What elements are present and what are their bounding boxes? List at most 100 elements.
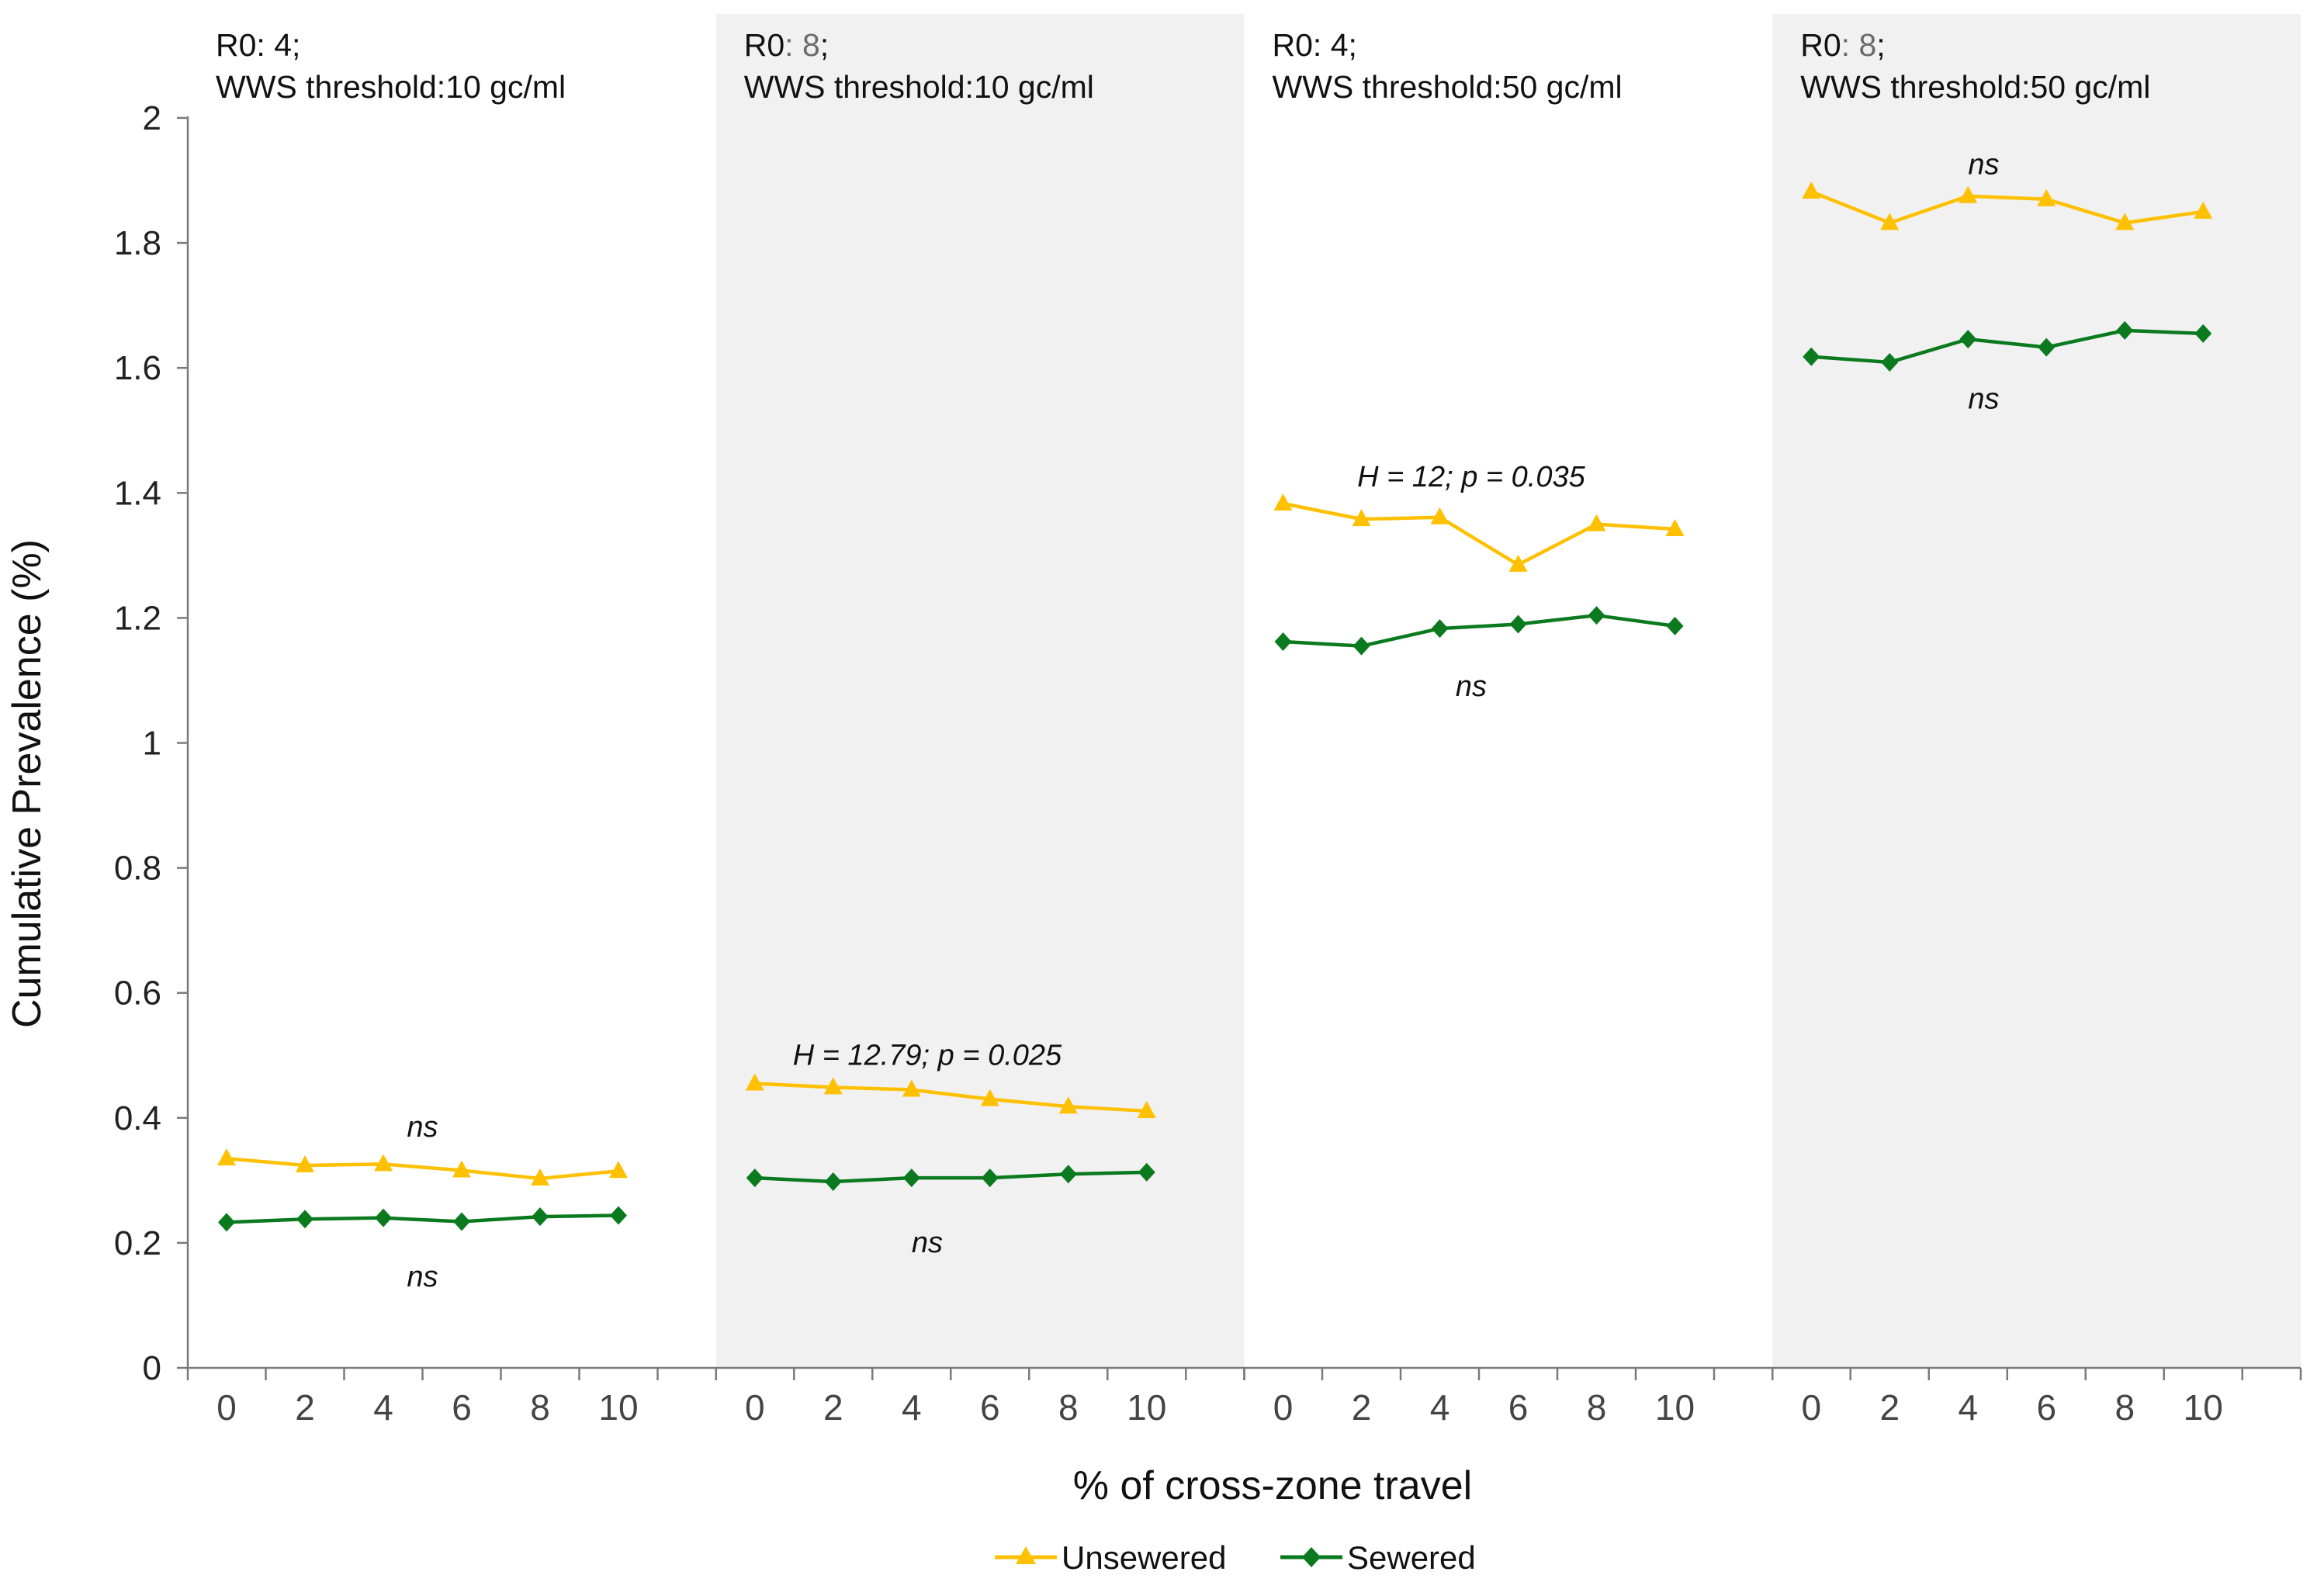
x-tick-label: 8 xyxy=(1058,1387,1079,1428)
panel-4-unsewered-point xyxy=(2115,213,2135,230)
y-axis-title: Cumulative Prevalence (%) xyxy=(5,539,50,1028)
r0-value: 8 xyxy=(1858,27,1876,63)
panel-4-unsewered-point xyxy=(2037,189,2056,206)
panel-4-unsewered-point xyxy=(1880,213,1900,230)
panel-1-unsewered-line xyxy=(226,1156,619,1181)
panel-2-sewered-point xyxy=(824,1172,842,1191)
panel-3-unsewered-line xyxy=(1283,501,1675,567)
panel-4-unsewered-point xyxy=(2194,201,2213,219)
panel-1-title-threshold: WWS threshold:10 gc/ml xyxy=(216,69,566,105)
panel-2-sewered-point xyxy=(1059,1165,1077,1184)
x-tick-label: 0 xyxy=(1801,1387,1821,1428)
panel-2-unsewered-line xyxy=(754,1082,1147,1113)
panel-4-title-r0: R0: 8; xyxy=(1800,27,1885,63)
y-tick-label: 0.6 xyxy=(114,975,161,1013)
r0-label: R0 xyxy=(1273,27,1313,63)
panel-4-annotation-unsewered: ns xyxy=(1968,148,1999,181)
panel-1-sewered-point xyxy=(218,1213,235,1232)
panel-shading-layer xyxy=(715,14,2301,1368)
panel-4-title-threshold: WWS threshold:50 gc/ml xyxy=(1800,69,2150,105)
r0-separator: : xyxy=(1313,27,1331,63)
panel-1-sewered-point xyxy=(610,1206,627,1225)
panel-2-unsewered-point xyxy=(745,1073,764,1091)
panel-3-title-threshold: WWS threshold:50 gc/ml xyxy=(1273,69,1623,105)
legend-swatch-unsewered-triangle xyxy=(1016,1546,1036,1564)
panel-3-annotation-sewered: ns xyxy=(1456,670,1487,703)
panel-1-sewered-point xyxy=(453,1212,470,1231)
legend: Unsewered Sewered xyxy=(995,1539,1476,1576)
x-tick-label: 6 xyxy=(1508,1387,1529,1428)
legend-label-sewered: Sewered xyxy=(1347,1539,1476,1576)
panel-4-sewered-point xyxy=(2116,320,2134,340)
r0-label: R0 xyxy=(1800,27,1841,63)
x-tick-label: 0 xyxy=(216,1387,237,1428)
y-tick-label: 0 xyxy=(143,1349,161,1387)
x-tick-label: 2 xyxy=(1879,1387,1900,1428)
panel-3-sewered-point xyxy=(1431,619,1449,639)
y-tick-label: 1.4 xyxy=(114,474,161,512)
x-tick-label: 4 xyxy=(1958,1387,1978,1428)
panel-2-annotation-sewered: ns xyxy=(912,1227,943,1259)
panel-4-unsewered-line xyxy=(1810,189,2204,225)
panel-1-annotation-unsewered: ns xyxy=(407,1111,438,1144)
x-tick-label: 2 xyxy=(1352,1387,1372,1428)
x-tick-label: 10 xyxy=(2184,1387,2223,1428)
x-tick-label: 0 xyxy=(1273,1387,1294,1428)
y-tick-label: 0.2 xyxy=(114,1224,161,1262)
x-tick-label: 0 xyxy=(745,1387,765,1428)
panel-1-title-r0: R0: 4; xyxy=(216,27,300,63)
r0-separator: : xyxy=(1841,27,1859,63)
x-tick-label: 10 xyxy=(1655,1387,1695,1428)
panel-3-sewered-point xyxy=(1666,616,1684,635)
r0-semicolon: ; xyxy=(1349,27,1357,63)
panel-titles: R0: 4; WWS threshold:10 gc/ml R0: 8; WWS th… xyxy=(216,27,2150,105)
x-tick-label: 6 xyxy=(2036,1387,2056,1428)
panel-1-unsewered-point xyxy=(452,1160,471,1178)
panel-2-sewered-point xyxy=(746,1168,764,1188)
y-tick-label: 2 xyxy=(143,99,161,137)
panel-3-sewered-point xyxy=(1509,614,1527,634)
panel-2-unsewered-point xyxy=(823,1077,843,1095)
panel-2-unsewered-point xyxy=(1058,1096,1078,1114)
x-tick-label: 10 xyxy=(598,1387,638,1428)
r0-value: 8 xyxy=(802,27,820,63)
y-tick-label: 0.4 xyxy=(114,1099,161,1137)
x-tick-label: 8 xyxy=(1587,1387,1607,1428)
panel-1-annotation-sewered: ns xyxy=(407,1261,438,1293)
panel-3-unsewered-point xyxy=(1430,507,1449,524)
series-layer xyxy=(217,182,2213,1232)
y-tick-label: 0.8 xyxy=(114,850,161,888)
legend-item-unsewered: Unsewered xyxy=(995,1539,1226,1576)
panel-2-unsewered-point xyxy=(1137,1100,1156,1118)
panel-4-annotation-sewered: ns xyxy=(1968,383,1999,415)
x-tick-label: 4 xyxy=(902,1387,922,1428)
panel-2-unsewered-point xyxy=(980,1089,999,1106)
panel-3-sewered-point xyxy=(1274,632,1292,652)
panel-3-title-r0: R0: 4; xyxy=(1273,27,1357,63)
panel-4-sewered-point xyxy=(2194,324,2212,343)
panel-4-unsewered-point xyxy=(1802,182,1821,199)
panel-4-sewered-point xyxy=(2038,338,2056,357)
panel-4-sewered-point xyxy=(1803,347,1820,366)
legend-label-unsewered: Unsewered xyxy=(1062,1539,1226,1576)
panel-1-sewered-line xyxy=(226,1213,619,1224)
panel-1-sewered-point xyxy=(532,1207,549,1227)
x-tick-label: 6 xyxy=(452,1387,472,1428)
panel-2-sewered-point xyxy=(902,1168,920,1188)
r0-separator: : xyxy=(784,27,802,63)
panel-2-annotation-unsewered: H = 12.79; p = 0.025 xyxy=(793,1039,1062,1071)
panel-4-sewered-line xyxy=(1811,328,2204,365)
annotations: ns ns H = 12.79; p = 0.025 ns H = 12; p = 0.… xyxy=(407,148,1999,1293)
panel-4-shading xyxy=(1772,14,2301,1368)
panel-2-sewered-line xyxy=(754,1170,1147,1184)
r0-semicolon: ; xyxy=(292,27,300,63)
r0-label: R0 xyxy=(216,27,256,63)
x-tick-label: 10 xyxy=(1127,1387,1166,1428)
x-tick-label: 4 xyxy=(373,1387,393,1428)
panel-1-unsewered-point xyxy=(609,1161,628,1179)
panel-3-unsewered-point xyxy=(1352,509,1371,527)
x-tick-label: 8 xyxy=(2114,1387,2135,1428)
r0-value: 4 xyxy=(1331,27,1349,63)
panel-1-unsewered-point xyxy=(296,1155,314,1173)
